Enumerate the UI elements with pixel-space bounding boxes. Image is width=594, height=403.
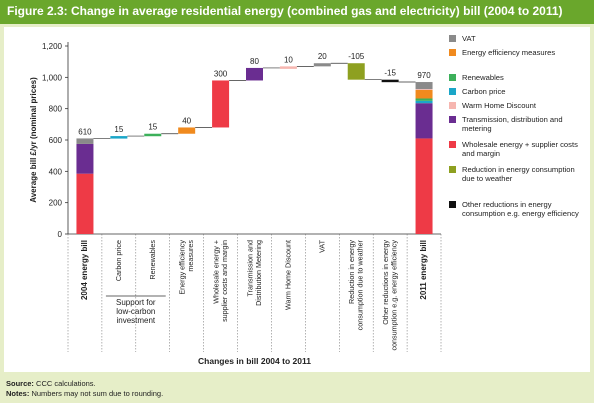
waterfall-bar	[246, 67, 263, 81]
legend-swatch	[449, 116, 456, 123]
source-label: Source:	[6, 379, 34, 388]
stack-segment	[415, 82, 433, 90]
figure-header: Figure 2.3: Change in average residentia…	[0, 0, 594, 24]
legend-label: Reduction in energy consumption due to w…	[462, 165, 575, 183]
bar-value-label: 20	[318, 52, 327, 61]
y-tick-label: 1,000	[42, 73, 63, 82]
waterfall-bar	[110, 136, 128, 139]
waterfall-bar	[313, 63, 331, 67]
stack-segment	[76, 138, 94, 144]
legend-label: VAT	[462, 34, 476, 43]
category-label: 2004 energy bill	[80, 240, 89, 300]
legend-swatch	[449, 74, 456, 81]
figure-footer: Source: CCC calculations. Notes: Numbers…	[6, 379, 163, 399]
bar-value-label: 15	[114, 125, 123, 134]
bar-value-label: 15	[148, 123, 157, 132]
category-label: Carbon price	[114, 240, 123, 281]
legend-label: Wholesale energy + supplier costs and ma…	[462, 140, 578, 158]
legend-swatch	[449, 88, 456, 95]
y-tick-label: 1,200	[42, 42, 63, 51]
bar-value-label: 610	[78, 127, 92, 136]
bar-value-label: 10	[284, 55, 293, 64]
notes-text: Numbers may not sum due to rounding.	[31, 389, 164, 398]
category-label: VAT	[317, 239, 326, 253]
y-axis-title: Average bill £/yr (nominal prices)	[29, 77, 38, 203]
notes-line: Notes: Numbers may not sum due to roundi…	[6, 389, 163, 399]
y-tick-label: 400	[49, 167, 63, 176]
bar-value-label: -15	[384, 69, 396, 78]
x-axis-title: Changes in bill 2004 to 2011	[198, 356, 311, 366]
group-label: Support for low-carbon investment	[116, 298, 156, 325]
legend-swatch	[449, 49, 456, 56]
bar-value-label: 970	[417, 71, 431, 80]
stack-segment	[415, 103, 433, 139]
legend-label: Renewables	[462, 73, 504, 82]
category-label: 2011 energy bill	[419, 240, 428, 300]
y-tick-label: 200	[49, 199, 63, 208]
waterfall-bar	[347, 63, 365, 80]
legend-swatch	[449, 166, 456, 173]
bar-value-label: -105	[348, 52, 365, 61]
stack-segment	[415, 100, 433, 104]
stack-segment	[76, 143, 94, 174]
chart-panel	[4, 27, 590, 372]
notes-label: Notes:	[6, 389, 30, 398]
category-label: Energy efficiencymeasures	[178, 240, 196, 295]
category-label: Transmission andDistribution Metering	[246, 240, 264, 306]
bar-value-label: 40	[182, 116, 191, 125]
source-line: Source: CCC calculations.	[6, 379, 163, 389]
y-tick-label: 800	[49, 105, 63, 114]
legend-label: Warm Home Discount	[462, 101, 536, 110]
waterfall-bar	[279, 66, 297, 69]
waterfall-bar	[144, 133, 162, 137]
legend-label: Energy efficiency measures	[462, 48, 556, 57]
waterfall-bar	[212, 80, 230, 128]
legend-label: Transmission, distribution and metering	[462, 115, 563, 133]
legend-label: Other reductions in energy consumption e…	[462, 200, 579, 218]
stack-segment	[76, 173, 94, 234]
bar-value-label: 80	[250, 57, 259, 66]
category-label: Warm Home Discount	[283, 240, 292, 310]
stack-segment	[415, 138, 433, 234]
stack-segment	[415, 89, 433, 90]
category-label: Reduction in energyconsumption due to we…	[347, 239, 365, 330]
y-tick-label: 0	[58, 230, 63, 239]
legend-swatch	[449, 141, 456, 148]
figure-title: Figure 2.3: Change in average residentia…	[7, 4, 563, 18]
legend-label: Carbon price	[462, 87, 506, 96]
source-text: CCC calculations.	[36, 379, 96, 388]
stack-segment	[415, 89, 433, 99]
category-label: Wholesale energy +supplier costs and mar…	[212, 240, 230, 322]
legend-swatch	[449, 102, 456, 109]
bar-value-label: 300	[214, 69, 228, 78]
legend-swatch	[449, 35, 456, 42]
waterfall-bar	[381, 79, 399, 83]
category-label: Renewables	[148, 240, 157, 280]
stack-segment	[415, 98, 433, 101]
legend-swatch	[449, 201, 456, 208]
y-tick-label: 600	[49, 136, 63, 145]
waterfall-bar	[178, 127, 196, 134]
category-label: Other reductions in energyconsumption e.…	[381, 240, 399, 351]
